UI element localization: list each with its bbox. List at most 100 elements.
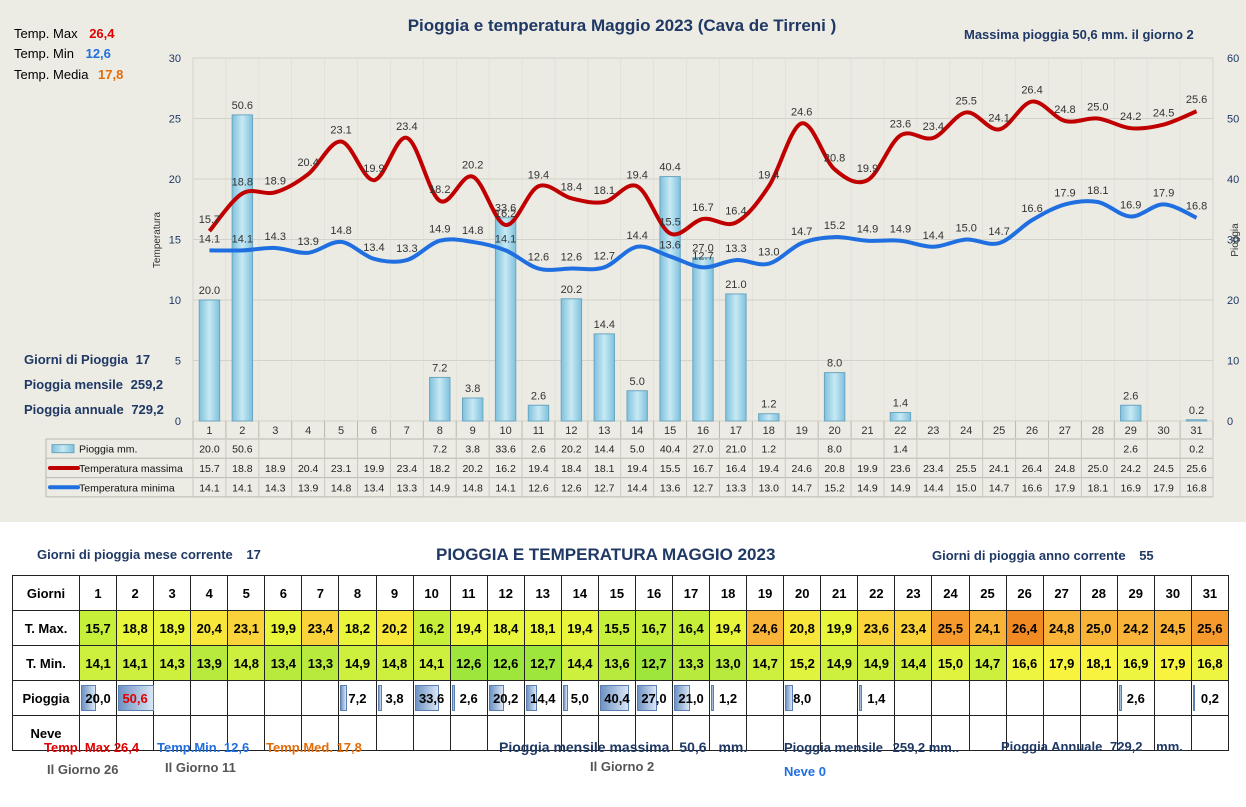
- category-label: 3: [272, 425, 278, 437]
- tmax-cell: 19,4: [709, 610, 748, 646]
- category-label: 26: [1026, 425, 1038, 437]
- data-table-cell: 12.7: [693, 482, 714, 494]
- data-table-cell: 2.6: [531, 444, 546, 456]
- temp-media-label: Temp. Media: [14, 67, 89, 82]
- tmax-cell: 23,1: [227, 610, 266, 646]
- data-table-cell: 0.2: [1189, 444, 1204, 456]
- data-table-cell: 16.2: [495, 463, 516, 475]
- temp-min-point-label: 14.9: [857, 224, 878, 236]
- snow-cell: [894, 715, 933, 751]
- monthly-rain-stat: Pioggia mensile 259,2: [24, 377, 163, 392]
- tmax-cell: 20,2: [375, 610, 414, 646]
- rain-cell-value: 5,0: [570, 690, 589, 706]
- rain-cell: [1153, 680, 1192, 716]
- temp-min-line: [209, 199, 1198, 272]
- temp-min-point-label: 14.3: [265, 231, 286, 243]
- temp-max-point-label: 23.6: [890, 118, 911, 130]
- category-label: 7: [404, 425, 410, 437]
- tmin-cell: 13,6: [597, 645, 636, 681]
- temp-max-point-label: 18.4: [561, 181, 582, 193]
- temp-min-point-label: 18.1: [1087, 185, 1108, 197]
- left-axis-tick-label: 20: [169, 174, 181, 186]
- rain-cell: [264, 680, 303, 716]
- left-axis-tick-label: 15: [169, 235, 181, 247]
- temp-max-point-label: 18.9: [265, 175, 286, 187]
- snow-cell: [1153, 715, 1192, 751]
- tmax-cell: 23,6: [857, 610, 896, 646]
- temp-max-point-label: 24.1: [988, 112, 1009, 124]
- category-label: 24: [960, 425, 972, 437]
- temp-min-point-label: 13.9: [297, 236, 318, 248]
- temp-min-point-label: 14.1: [199, 233, 220, 245]
- annual-rain-value: 729,2: [131, 402, 164, 417]
- temp-min-point-label: 12.6: [561, 252, 582, 264]
- temp-min-point-label: 14.4: [626, 230, 647, 242]
- day-header-cell: 28: [1079, 575, 1118, 611]
- data-table-cell: 18.2: [430, 463, 451, 475]
- rain-cell-value: 2,6: [459, 690, 478, 706]
- tmin-cell: 12,7: [634, 645, 674, 681]
- rain-databar: [636, 685, 658, 711]
- temp-max-point-label: 24.2: [1120, 111, 1141, 123]
- tmax-cell: 24,2: [1116, 610, 1155, 646]
- data-table-cell: 24.5: [1153, 463, 1174, 475]
- data-table-cell: 16.8: [1186, 482, 1207, 494]
- tmin-cell: 16,6: [1005, 645, 1044, 681]
- data-table-cell: 14.9: [890, 482, 911, 494]
- temp-max-point-label: 24.5: [1153, 108, 1174, 120]
- day-header-cell: 1: [78, 575, 118, 611]
- snow-cell: [857, 715, 896, 751]
- rain-databar: [785, 685, 793, 711]
- rain-bar: [461, 397, 484, 422]
- tmax-cell: 19,9: [820, 610, 859, 646]
- rain-cell-value: 0,2: [1200, 690, 1219, 706]
- rain-databar: [674, 685, 691, 711]
- data-table-cell: 19.4: [627, 463, 648, 475]
- tmin-cell: 14,9: [857, 645, 896, 681]
- data-table-cell: 14.3: [265, 482, 286, 494]
- rain-bar: [889, 412, 912, 422]
- temp-min-point-label: 13.3: [396, 243, 417, 255]
- rain-bar: [823, 372, 846, 422]
- rain-cell-value: 14,4: [530, 690, 556, 706]
- day-header-cell: 22: [857, 575, 896, 611]
- right-axis-tick-label: 50: [1227, 114, 1239, 126]
- snow-cell: [338, 715, 377, 751]
- tmin-cell: 13,0: [709, 645, 748, 681]
- data-table-cell: 20.8: [824, 463, 845, 475]
- snow-cell: [116, 715, 155, 751]
- snow-cell: [783, 715, 822, 751]
- tmin-cell: 17,9: [1042, 645, 1081, 681]
- right-axis-tick-label: 0: [1227, 416, 1233, 428]
- rain-bar: [1185, 419, 1208, 422]
- rain-bar-label: 7.2: [432, 362, 447, 374]
- row-label-days: Giorni: [12, 575, 80, 611]
- snow-total: Neve 0: [784, 764, 826, 779]
- tmax-cell: 16,7: [634, 610, 674, 646]
- category-label: 28: [1092, 425, 1104, 437]
- table-row-rain: Pioggia 20,0 50,6 7,2 3,8 33,6 2,6 20,2 14,4 5,0 4…: [12, 680, 1230, 716]
- tmax-cell: 18,2: [338, 610, 377, 646]
- rain-cell: [301, 680, 340, 716]
- tmax-cell: 18,4: [486, 610, 525, 646]
- temp-min-point-label: 13.6: [659, 239, 680, 251]
- rain-bar: [758, 413, 780, 422]
- max-monthly-rain-value: 50,6: [679, 739, 707, 755]
- rain-bar: [626, 390, 648, 422]
- tmax-cell: 24,8: [1042, 610, 1081, 646]
- category-label: 5: [338, 425, 344, 437]
- data-table-cell: 16.7: [693, 463, 714, 475]
- rain-cell: 1,4: [857, 680, 896, 716]
- rain-cell: 20,0: [78, 680, 118, 716]
- rain-bar-label: 14.4: [594, 319, 615, 331]
- data-table-cell: 23.6: [890, 463, 911, 475]
- rain-bar: [692, 257, 714, 422]
- rain-cell: [746, 680, 785, 716]
- data-table-cell: 13.4: [364, 482, 385, 494]
- data-table-cell: 18.8: [232, 463, 253, 475]
- day-header-cell: 8: [338, 575, 377, 611]
- temp-max-point-label: 16.7: [692, 202, 713, 214]
- right-axis-tick-label: 60: [1227, 53, 1239, 65]
- data-table-cell: 1.2: [762, 444, 777, 456]
- temp-max-point-label: 24.8: [1054, 104, 1075, 116]
